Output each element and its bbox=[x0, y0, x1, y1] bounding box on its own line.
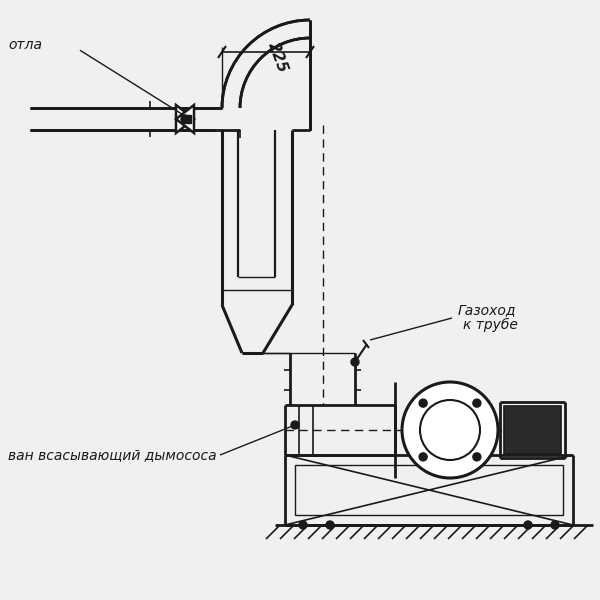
Circle shape bbox=[419, 399, 427, 407]
Circle shape bbox=[326, 521, 334, 529]
Circle shape bbox=[181, 115, 189, 123]
Circle shape bbox=[291, 421, 299, 429]
Circle shape bbox=[551, 521, 559, 529]
Text: ван всасывающий дымососа: ван всасывающий дымососа bbox=[8, 448, 217, 462]
Circle shape bbox=[473, 399, 481, 407]
Circle shape bbox=[402, 382, 498, 478]
Circle shape bbox=[419, 453, 427, 461]
Polygon shape bbox=[176, 105, 194, 133]
Bar bbox=[295, 465, 563, 515]
Polygon shape bbox=[176, 105, 194, 133]
Bar bbox=[504, 406, 561, 454]
Text: к трубе: к трубе bbox=[463, 318, 518, 332]
Circle shape bbox=[524, 521, 532, 529]
Text: Газоход: Газоход bbox=[458, 303, 517, 317]
Text: отла: отла bbox=[8, 38, 42, 52]
Bar bbox=[183, 115, 191, 123]
Circle shape bbox=[351, 358, 359, 366]
Text: 225: 225 bbox=[266, 40, 290, 74]
Circle shape bbox=[473, 453, 481, 461]
Circle shape bbox=[420, 400, 480, 460]
Circle shape bbox=[299, 521, 307, 529]
